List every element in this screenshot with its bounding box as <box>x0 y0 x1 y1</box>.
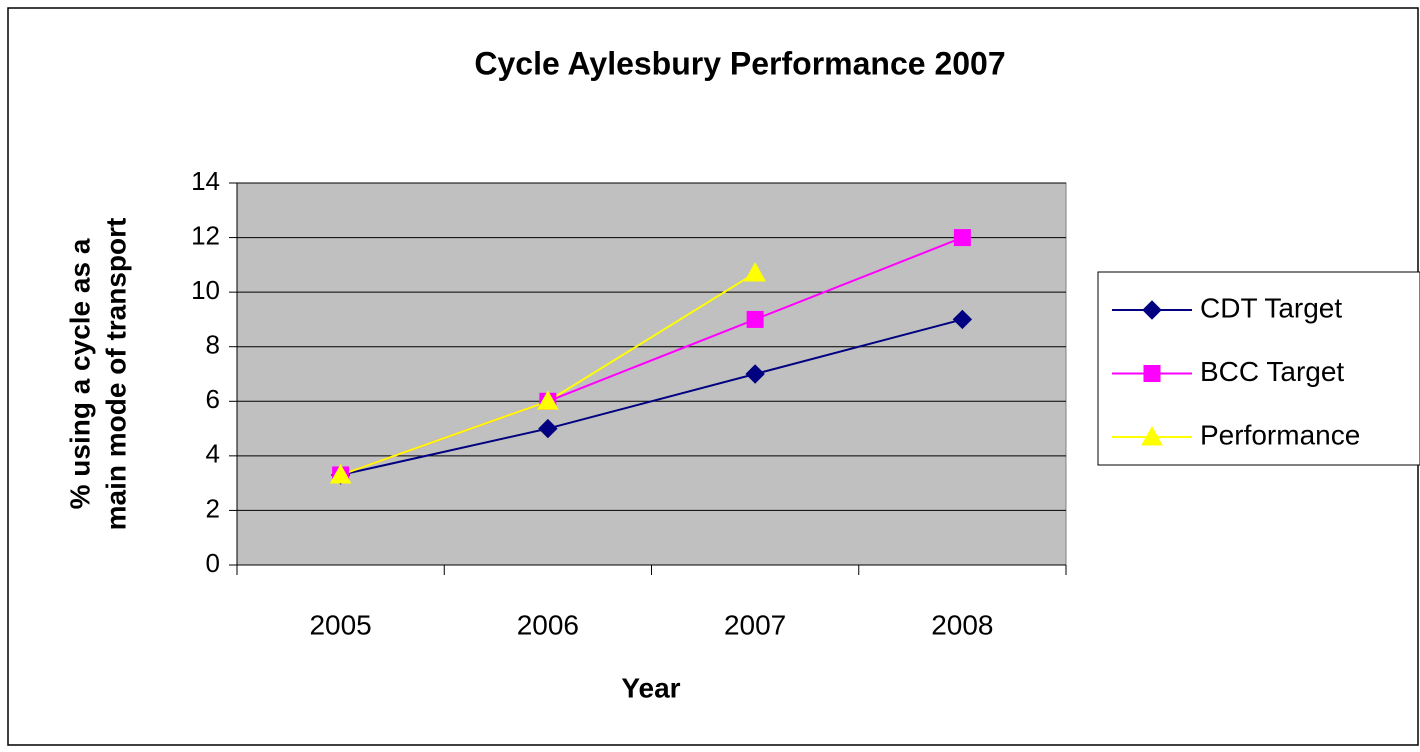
y-tick-label: 14 <box>191 166 220 196</box>
marker <box>1143 365 1161 382</box>
y-tick-label: 12 <box>191 220 220 250</box>
x-tick-label: 2007 <box>724 609 786 640</box>
x-axis-title: Year <box>621 672 680 703</box>
x-tick-label: 2008 <box>931 609 993 640</box>
x-tick-label: 2006 <box>517 609 579 640</box>
marker <box>744 262 766 282</box>
marker <box>1142 300 1162 320</box>
marker <box>538 418 558 439</box>
y-tick-label: 4 <box>206 439 220 469</box>
plot-area <box>236 182 1067 566</box>
legend-label: BCC Target <box>1200 356 1344 387</box>
marker <box>1141 425 1163 446</box>
y-axis-title: % using a cycle as a main mode of transp… <box>64 218 131 531</box>
marker <box>329 463 352 484</box>
legend-label: Performance <box>1200 419 1360 450</box>
y-tick-label: 0 <box>206 548 220 578</box>
y-tick-label: 2 <box>206 493 220 523</box>
y-tick-label: 6 <box>206 384 220 414</box>
marker <box>745 364 765 384</box>
marker <box>953 229 971 247</box>
y-tick-label: 10 <box>191 275 220 305</box>
chart-title: Cycle Aylesbury Performance 2007 <box>474 45 1005 81</box>
series-line <box>340 318 963 476</box>
x-tick-label: 2005 <box>309 609 371 640</box>
marker <box>537 390 559 410</box>
marker <box>952 309 973 330</box>
y-tick-label: 8 <box>206 330 220 360</box>
marker <box>746 310 764 328</box>
y-axis-title-line: main mode of transport <box>100 218 131 531</box>
y-axis-title-line: % using a cycle as a <box>64 238 95 509</box>
legend-label: CDT Target <box>1200 292 1342 323</box>
